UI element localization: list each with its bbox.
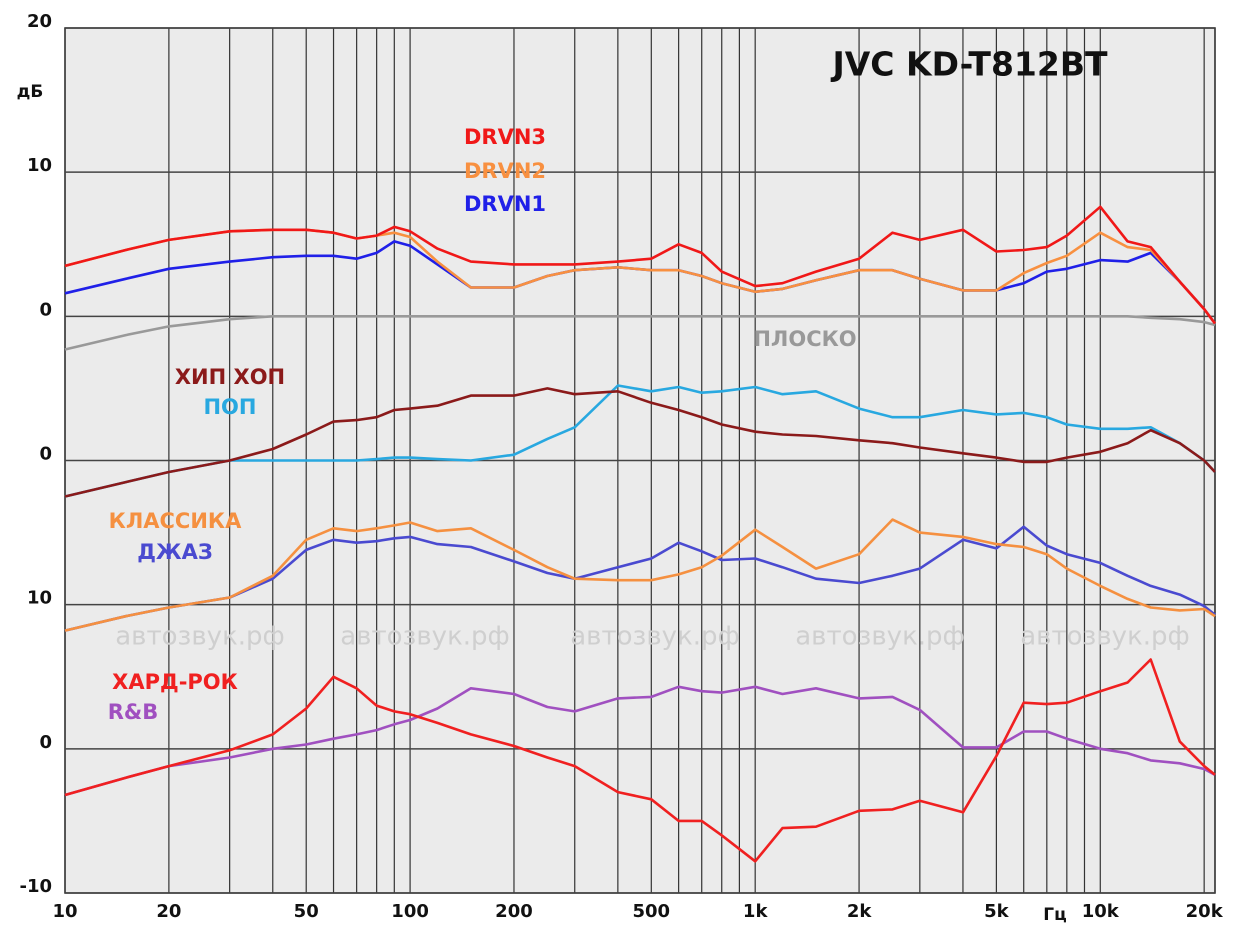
series-line [64,518,1216,632]
series-line [64,387,1216,498]
x-tick-label: 20k [1186,901,1224,922]
series-line [64,525,1216,632]
series-label: ПЛОСКО [753,327,856,351]
y-tick-label: 10 [27,155,52,176]
x-tick-label: 2k [847,901,873,922]
x-tick-label: 1k [743,901,769,922]
series-line [64,685,1216,797]
watermark: автозвук.рф [570,622,740,652]
x-axis-label: Гц [1043,905,1066,925]
y-tick-label: -10 [19,876,52,897]
series-line [64,658,1216,863]
y-tick-label: 20 [27,11,52,32]
watermark: автозвук.рф [340,622,510,652]
y-tick-label: 0 [39,732,52,753]
watermarks: автозвук.рф автозвук.рф автозвук.рф автозву… [115,622,1190,652]
x-tick-label: 100 [391,901,429,922]
series-label: DRVN3 [464,125,546,149]
series-label: КЛАССИКА [109,509,242,533]
series-line [64,205,1217,325]
watermark: автозвук.рф [1020,622,1190,652]
x-tick-label: 500 [633,901,671,922]
watermark: автозвук.рф [115,622,285,652]
chart-title: JVC KD-T812BT [830,45,1107,84]
x-tick-label: 200 [495,901,533,922]
series-label: DRVN1 [464,192,546,216]
x-tick-label: 5k [984,901,1010,922]
y-axis-label: дБ [17,82,44,102]
y-tick-label: 0 [39,444,52,465]
x-tick-label: 20 [156,901,181,922]
watermark: автозвук.рф [795,622,965,652]
series-line [64,315,1216,351]
x-tick-label: 10k [1082,901,1120,922]
series-label: ДЖАЗ [137,540,213,564]
grid [65,27,1215,894]
lines [64,205,1217,863]
x-tick-label: 50 [294,901,319,922]
series-label: ХАРД-РОК [112,670,238,694]
x-tick-label: 10 [52,901,77,922]
y-tick-label: 10 [27,588,52,609]
series-label: R&B [108,700,159,724]
y-tick-label: 0 [39,299,52,320]
series-label: ХИП ХОП [175,365,285,389]
series-label: DRVN2 [464,159,546,183]
series-line [64,384,1216,498]
series-label: ПОП [203,395,256,419]
